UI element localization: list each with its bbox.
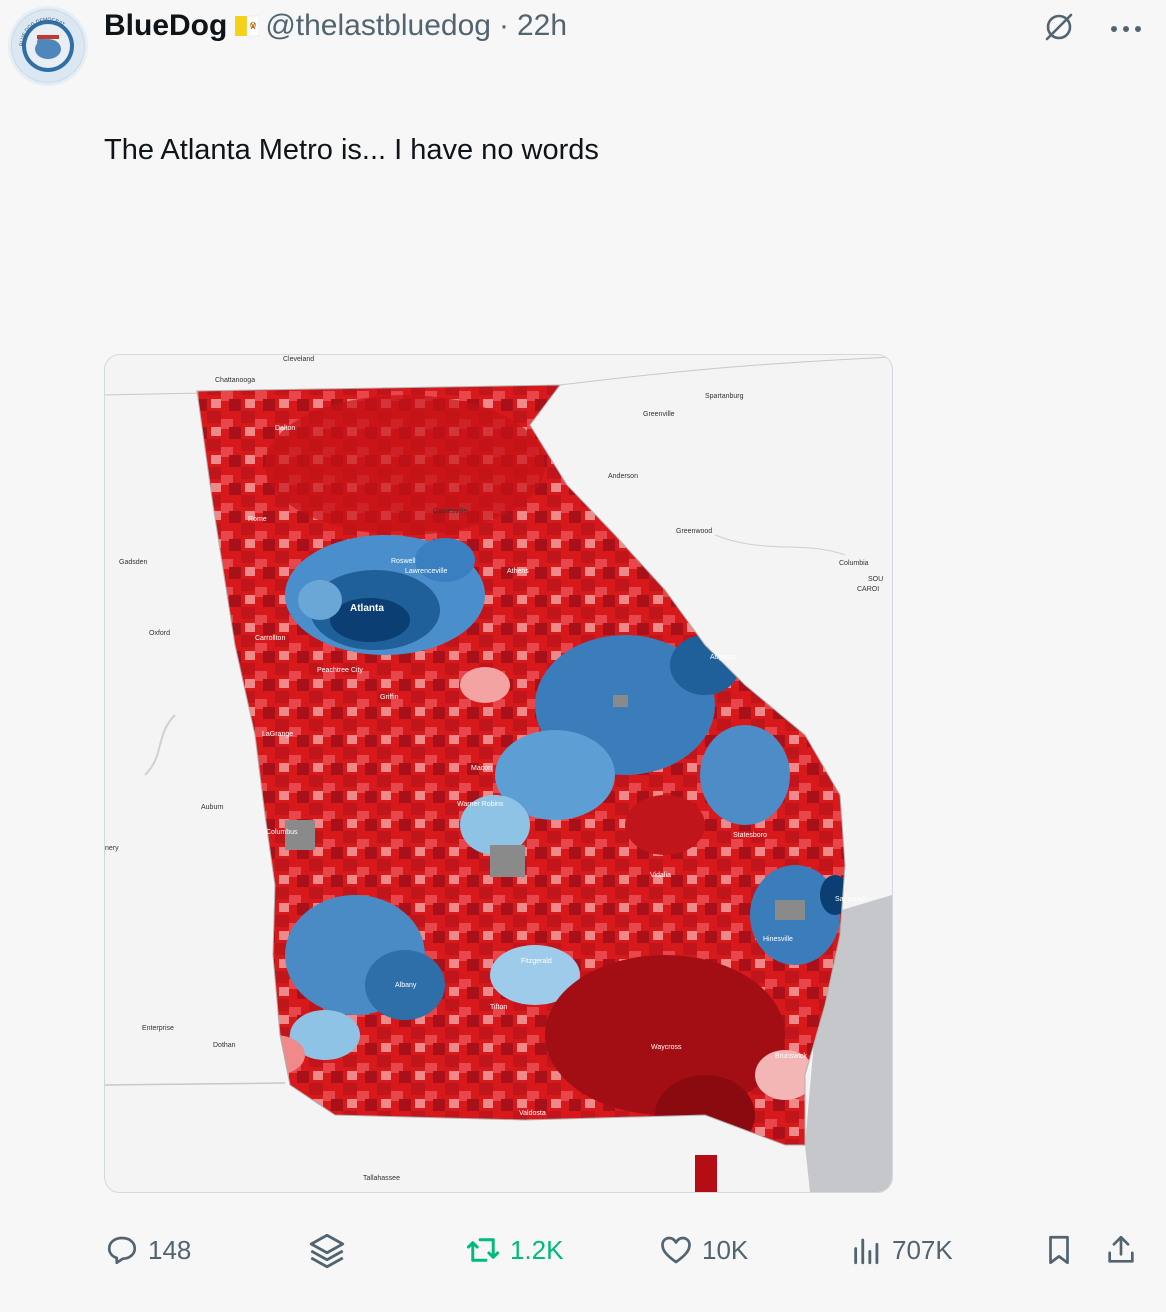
tweet-media-map[interactable]: Cleveland Chattanooga Spartanburg Greenv… <box>104 354 893 1193</box>
label-greenwood: Greenwood <box>676 528 712 535</box>
header-actions <box>1042 10 1142 49</box>
tweet-header: BlueDog @thelastbluedog · 22h <box>104 8 567 44</box>
label-rome: Rome <box>248 516 267 523</box>
share-icon <box>1108 1235 1134 1263</box>
label-montgomery-partial: nery <box>105 845 119 852</box>
views-count: 707K <box>892 1234 953 1265</box>
heart-icon <box>661 1236 691 1264</box>
label-columbus: Columbus <box>266 829 298 836</box>
label-brunswick: Brunswick <box>775 1053 807 1060</box>
label-valdosta: Valdosta <box>519 1110 546 1117</box>
label-enterprise: Enterprise <box>142 1025 174 1032</box>
label-south-carolina-1: SOU <box>868 576 883 583</box>
repost-button[interactable]: 1.2K <box>464 1232 564 1268</box>
label-peachtree-city: Peachtree City <box>317 667 363 674</box>
label-cleveland: Cleveland <box>283 356 314 363</box>
views-button[interactable]: 707K <box>850 1232 953 1268</box>
label-vidalia: Vidalia <box>650 872 671 879</box>
like-count: 10K <box>702 1234 749 1265</box>
label-savannah: Savannah <box>835 896 867 903</box>
label-oxford: Oxford <box>149 630 170 637</box>
bookmark-icon <box>1049 1235 1069 1265</box>
label-roswell: Roswell <box>391 558 416 565</box>
label-hinesville: Hinesville <box>763 936 793 943</box>
avatar-image: BLUE DOG DEMOCRAT <box>12 10 84 82</box>
layers-icon <box>309 1233 345 1269</box>
label-gainesville: Gainesville <box>433 508 467 515</box>
label-lagrange: LaGrange <box>262 731 293 738</box>
grok-analyze-button[interactable] <box>306 1230 348 1272</box>
repost-count: 1.2K <box>510 1234 564 1265</box>
share-button[interactable] <box>1104 1232 1138 1268</box>
label-columbia: Columbia <box>839 560 869 567</box>
label-atlanta: Atlanta <box>350 603 384 614</box>
label-griffin: Griffin <box>380 694 399 701</box>
label-dalton: Dalton <box>275 425 295 432</box>
label-anderson: Anderson <box>608 473 638 480</box>
label-south-carolina-2: CAROI <box>857 586 879 593</box>
label-dothan: Dothan <box>213 1042 236 1049</box>
label-gadsden: Gadsden <box>119 559 148 566</box>
tweet-intro: The Atlanta Metro is... I have no words <box>104 134 599 166</box>
label-tifton: Tifton <box>490 1004 507 1011</box>
georgia-election-map: Cleveland Chattanooga Spartanburg Greenv… <box>105 355 892 1192</box>
like-button[interactable]: 10K <box>658 1232 748 1268</box>
label-macon: Macon <box>471 765 492 772</box>
map-labels: Cleveland Chattanooga Spartanburg Greenv… <box>105 356 883 1182</box>
georgia-state <box>197 385 845 1145</box>
separator-dot: · <box>498 9 509 42</box>
post-time[interactable]: 22h <box>516 9 568 42</box>
label-waycross: Waycross <box>651 1044 682 1051</box>
action-bar: 148 1.2K 10K 707K <box>0 1230 1166 1274</box>
grok-icon[interactable] <box>1042 10 1076 49</box>
label-auburn: Auburn <box>201 804 224 811</box>
label-fitzgerald: Fitzgerald <box>521 958 552 965</box>
label-greenville: Greenville <box>643 411 675 418</box>
label-athens: Athens <box>507 568 529 575</box>
author-handle[interactable]: @thelastbluedog <box>265 9 491 42</box>
author-name[interactable]: BlueDog <box>104 9 228 42</box>
bookmark-button[interactable] <box>1042 1232 1076 1268</box>
label-statesboro: Statesboro <box>733 832 767 839</box>
reply-count: 148 <box>148 1234 192 1265</box>
reply-button[interactable]: 148 <box>104 1232 191 1268</box>
label-tallahassee: Tallahassee <box>363 1175 400 1182</box>
repost-icon <box>466 1238 500 1262</box>
label-lawrenceville: Lawrenceville <box>405 568 448 575</box>
reply-icon <box>107 1236 137 1265</box>
views-chart-icon <box>854 1238 879 1265</box>
label-albany: Albany <box>395 982 417 989</box>
label-augusta: Augusta <box>710 654 736 661</box>
label-chattanooga: Chattanooga <box>215 377 255 384</box>
label-carrollton: Carrollton <box>255 635 285 642</box>
more-options-icon[interactable] <box>1110 21 1142 39</box>
avatar[interactable]: BLUE DOG DEMOCRAT <box>8 6 88 86</box>
label-spartanburg: Spartanburg <box>705 393 744 400</box>
label-warner-robins: Warner Robins <box>457 801 504 808</box>
vatican-flag-icon <box>235 13 260 39</box>
